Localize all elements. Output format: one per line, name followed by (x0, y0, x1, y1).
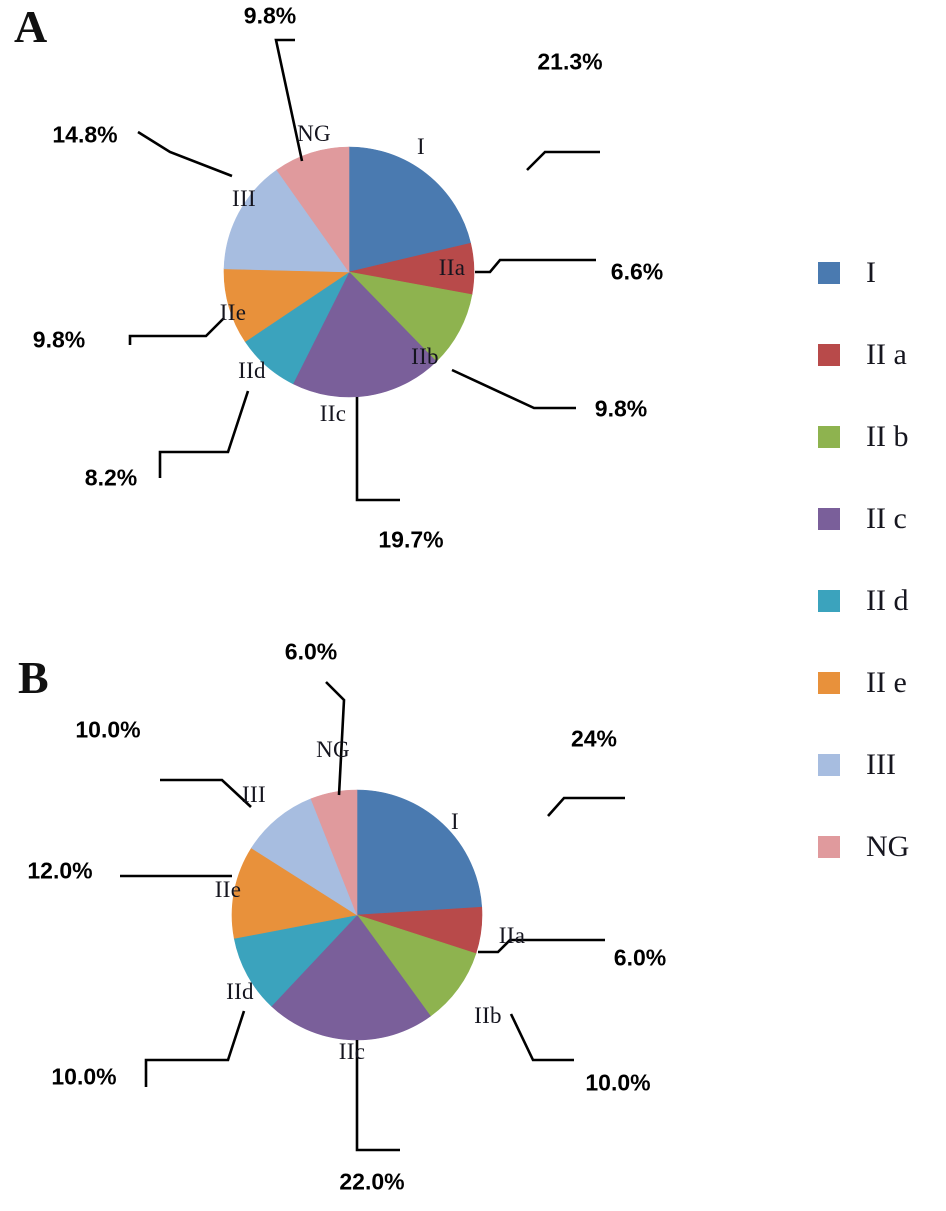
pie-a-slice-label-iia: IIa (438, 255, 466, 280)
legend-item-iid[interactable]: II d (818, 560, 909, 642)
pie-a-slice-label-iii: III (232, 186, 256, 211)
pie-a-slice-III[interactable] (223, 169, 350, 273)
pie-a-pct-6-6-: 6.6% (610, 258, 664, 285)
pie-b-leader-10-0-iii (160, 778, 252, 808)
pie-b-slice-NG[interactable] (310, 789, 358, 916)
pie-b-slice-label-iid: IId (226, 979, 254, 1004)
legend-swatch-icon-iia (818, 344, 840, 366)
pie-b-slice-IIb[interactable] (356, 914, 477, 1017)
legend-label-iic: II c (866, 502, 907, 535)
legend-label-iid: II d (866, 584, 909, 617)
pie-b-pct-10-0-: 10.0% (75, 716, 141, 743)
pie-b-leader-24 (547, 796, 625, 817)
pie-a-slice-NG[interactable] (276, 146, 350, 273)
pie-a-pct-19-7-: 19.7% (378, 526, 444, 553)
pie-b-pct-6-0-: 6.0% (613, 944, 667, 971)
pie-a-pct-9-8-: 9.8% (243, 2, 297, 29)
pie-b-leader-6-0-ng (325, 681, 346, 796)
pie-a-leader-14-8 (137, 130, 233, 178)
legend-label-iia: II a (866, 338, 907, 371)
pie-a-pct-21-3-: 21.3% (537, 48, 603, 75)
pie-a-slice-label-ng: NG (297, 121, 331, 146)
pie-b-pct-22-0-: 22.0% (339, 1168, 405, 1195)
legend: I II a II b II c II d II e III NG (818, 232, 909, 888)
pie-b-slice-label-iii: III (242, 782, 266, 807)
panel-letter-b: B (18, 652, 49, 703)
legend-swatch-icon-iib (818, 426, 840, 448)
pie-a-slice-label-i: I (417, 134, 425, 159)
pie-b-leader-6-0-a (478, 938, 605, 954)
pie-a-leader-8-2 (158, 390, 250, 478)
legend-label-i: I (866, 256, 876, 289)
pie-a-pct-9-8-: 9.8% (594, 395, 648, 422)
pie-a-slice-label-iid: IId (238, 358, 266, 383)
legend-swatch-icon-i (818, 262, 840, 284)
pie-a-slice-label-iie: IIe (219, 300, 247, 325)
pie-a-slice-label-iib: IIb (411, 344, 439, 369)
pie-b-slice-IIe[interactable] (231, 847, 358, 939)
pie-b-slice-label-iic: IIc (338, 1039, 366, 1064)
pie-b-leader-10-0-b (509, 1013, 574, 1062)
legend-item-iic[interactable]: II c (818, 478, 909, 560)
legend-label-ng: NG (866, 830, 910, 863)
pie-a-leader-21-3 (526, 150, 600, 171)
legend-item-iii[interactable]: III (818, 724, 909, 806)
pie-a-pct-9-8-: 9.8% (32, 326, 86, 353)
pie-b-slice-IIc[interactable] (271, 914, 431, 1041)
pie-a-leader-6-6 (475, 258, 596, 274)
legend-item-i[interactable]: I (818, 232, 909, 314)
pie-b-pct-10-0-: 10.0% (51, 1063, 117, 1090)
legend-item-iie[interactable]: II e (818, 642, 909, 724)
legend-item-iia[interactable]: II a (818, 314, 909, 396)
pie-a-slice-IIe[interactable] (223, 268, 350, 343)
pie-b-leader-22-0 (355, 1040, 400, 1152)
pie-a-slice-I[interactable] (348, 146, 471, 273)
pie-b-pct-12-0-: 12.0% (27, 857, 93, 884)
pie-a-slice-IIb[interactable] (348, 271, 473, 362)
pie-b-slice-label-i: I (451, 809, 459, 834)
pie-b-pct-10-0-: 10.0% (585, 1069, 651, 1096)
legend-item-iib[interactable]: II b (818, 396, 909, 478)
legend-item-ng[interactable]: NG (818, 806, 909, 888)
pie-b-slice-III[interactable] (251, 798, 358, 916)
legend-label-iii: III (866, 748, 896, 781)
pie-b-leader-10-0-d (144, 1010, 246, 1087)
panel-letter-a: A (14, 1, 48, 52)
legend-swatch-icon-iid (818, 590, 840, 612)
pie-a-leader-9-8-ng (274, 38, 304, 162)
pie-b-slice-IId[interactable] (233, 914, 358, 1007)
pie-b-slice-label-iie: IIe (214, 877, 242, 902)
pie-a-leader-9-8-b (451, 368, 576, 410)
pie-a-leader-19-7 (355, 397, 400, 502)
pie-b-slice-label-iib: IIb (474, 1003, 502, 1028)
pie-b-pct-24-: 24% (570, 725, 618, 752)
pie-a-leader-9-8-e (128, 317, 225, 345)
legend-label-iib: II b (866, 420, 909, 453)
legend-swatch-icon-iii (818, 754, 840, 776)
pie-a-pct-8-2-: 8.2% (84, 464, 138, 491)
legend-swatch-icon-iie (818, 672, 840, 694)
legend-swatch-icon-ng (818, 836, 840, 858)
pie-a-pct-14-8-: 14.8% (52, 121, 118, 148)
pie-a-slice-label-iic: IIc (319, 401, 347, 426)
pie-b-slice-label-ng: NG (316, 737, 350, 762)
legend-label-iie: II e (866, 666, 907, 699)
pie-b-pct-6-0-: 6.0% (284, 638, 338, 665)
pie-b-slice-label-iia: IIa (498, 923, 526, 948)
pie-b-slice-I[interactable] (356, 789, 483, 916)
pie-a-slice-IIc[interactable] (292, 271, 437, 398)
legend-swatch-icon-iic (818, 508, 840, 530)
